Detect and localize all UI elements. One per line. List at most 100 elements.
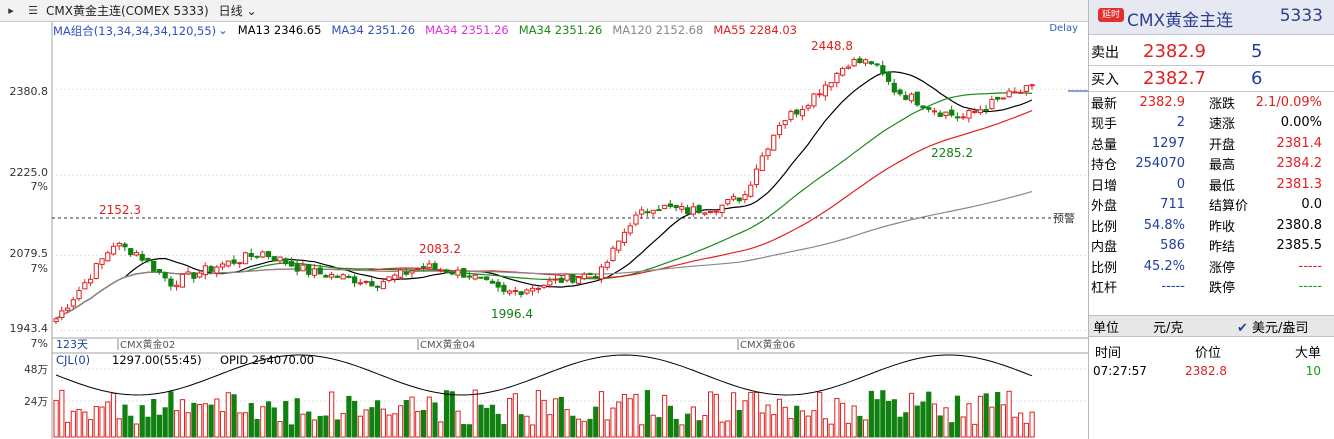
volume-bar [179, 399, 186, 438]
unit-label: 单位 [1093, 320, 1120, 336]
currency-toggle[interactable]: ✔ 美元/盎司 [1233, 317, 1308, 336]
candle-body [730, 196, 737, 200]
volume-bar [662, 394, 668, 438]
stat-value: 711 [1160, 197, 1185, 213]
candle-body [535, 287, 541, 290]
candle-body [231, 259, 237, 264]
quote-stat-row: 比例 54.8% 昨收 2380.8 [1089, 215, 1334, 236]
stat-label: 昨收 [1209, 219, 1236, 235]
candle-body [880, 65, 886, 75]
stat-label: 昨结 [1209, 240, 1236, 256]
volume-bar [696, 420, 702, 438]
candle-body [776, 124, 783, 136]
volume-bar [914, 405, 920, 438]
menu-icon[interactable]: ▸ [8, 4, 14, 17]
volume-bar [954, 395, 961, 438]
tick-big: 10 [1305, 364, 1321, 378]
volume-bar [977, 395, 984, 438]
volume-bar [76, 408, 82, 438]
candle-body [145, 257, 151, 262]
candle-body [707, 211, 714, 214]
volume-bar [288, 424, 295, 438]
volume-bar [840, 402, 846, 438]
candle-body [208, 266, 214, 272]
candle-body [966, 109, 972, 119]
volume-bar [598, 391, 605, 438]
candle-body [822, 84, 829, 97]
volume-bar [966, 403, 972, 438]
volume-bar [168, 391, 174, 438]
currency-label: 美元/盎司 [1252, 320, 1309, 336]
volume-bar [409, 396, 415, 438]
unit-bar: 单位 元/克 ✔ 美元/盎司 [1089, 315, 1334, 337]
quote-stat-row: 杠杆 ----- 跌停 ----- [1089, 277, 1334, 298]
candle-body [593, 275, 599, 278]
volume-bar [667, 405, 674, 438]
candle-body [242, 252, 249, 265]
volume-bar [564, 409, 570, 438]
candle-body [294, 264, 300, 272]
volume-bar [972, 423, 978, 438]
candle-body [1018, 91, 1024, 94]
volume-bar [868, 390, 874, 438]
ma34-value-3: MA34 2351.26 [518, 23, 603, 37]
volume-bar [610, 407, 616, 438]
candle-body [690, 206, 696, 215]
candle-body [472, 274, 478, 280]
candle-body [128, 248, 134, 256]
price-axis-label: 2225.0 [10, 166, 49, 179]
candle-body [443, 269, 450, 274]
candle-body [725, 199, 731, 205]
volume-bar [736, 410, 742, 438]
candle-body [110, 245, 117, 255]
volume-value: 1297.00(55:45) [112, 353, 202, 367]
volume-bar [248, 403, 254, 438]
buy-row[interactable]: 买入 2382.7 6 [1089, 65, 1334, 92]
volume-bar [851, 405, 857, 438]
volume-bar [1029, 411, 1035, 438]
candle-body [598, 266, 605, 280]
price-annotation: 2152.3 [99, 203, 141, 217]
chart-panel: ▸ ☰ CMX黄金主连(COMEX 5333) 日线 ⌄ MA组合(13,34,… [0, 0, 1088, 439]
candle-body [357, 282, 363, 285]
sell-row[interactable]: 卖出 2382.9 5 [1089, 38, 1334, 65]
candle-body [575, 277, 582, 284]
stat-value: 586 [1160, 238, 1185, 254]
volume-bar [466, 424, 473, 438]
volume-bar [908, 392, 915, 438]
volume-bar [897, 416, 903, 438]
delay-badge: 延时 [1098, 8, 1124, 22]
volume-bar [880, 390, 886, 438]
period-selector[interactable]: 日线 ⌄ [219, 2, 257, 19]
quote-stat-row: 最新 2382.9 涨跌 2.1/0.09% [1089, 92, 1334, 113]
stat-label: 外盘 [1091, 199, 1118, 215]
volume-bar [995, 392, 1001, 438]
candle-body [380, 281, 386, 290]
candle-body [805, 105, 811, 109]
candle-body [329, 273, 335, 278]
quote-stat-row: 现手 2 速涨 0.00% [1089, 113, 1334, 134]
stat-label: 涨跌 [1209, 96, 1236, 112]
candle-body [811, 93, 817, 107]
candlestick-chart[interactable]: 2380.82225.07%2079.57%1943.47%2448.82152… [0, 0, 1088, 439]
list-icon[interactable]: ☰ [28, 4, 38, 17]
candle-body [713, 210, 719, 213]
candle-body [219, 263, 226, 268]
volume-bar [174, 410, 180, 438]
volume-bar [530, 424, 536, 438]
candle-body [817, 93, 823, 96]
ma-group-label[interactable]: MA组合(13,34,34,34,120,55) [53, 24, 217, 38]
candle-body [225, 260, 231, 267]
candle-body [885, 71, 892, 82]
volume-bar [713, 393, 719, 438]
candle-body [105, 252, 111, 262]
price-axis-label: 1943.4 [10, 322, 49, 335]
volume-bar [231, 394, 237, 438]
tick-row[interactable]: 07:27:57 2382.8 10 [1089, 361, 1334, 381]
stat-label: 总量 [1091, 137, 1118, 153]
candle-body [133, 251, 140, 256]
ma34-value-1: MA34 2351.26 [331, 23, 416, 37]
tick-time: 07:27:57 [1093, 364, 1147, 378]
candle-body [1023, 85, 1029, 92]
ma-chevron-icon[interactable]: ⌄ [218, 23, 228, 37]
